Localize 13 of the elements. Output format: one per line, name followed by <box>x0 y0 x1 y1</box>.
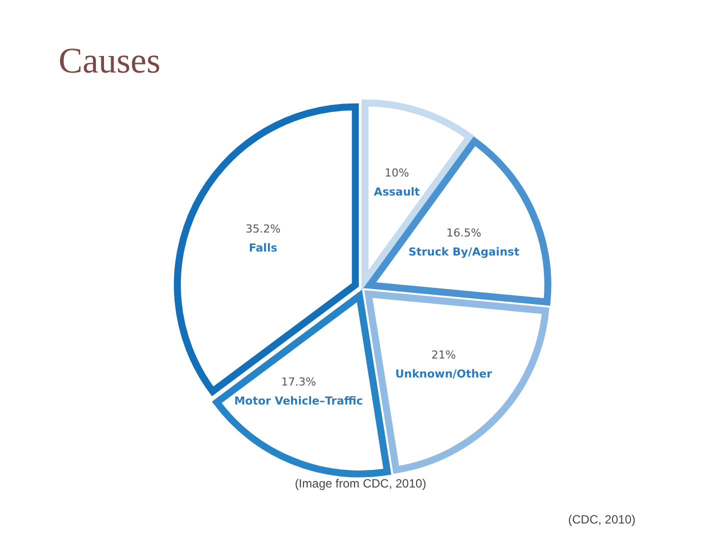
text: (CDC, 2010) <box>568 512 636 526</box>
text: (Image from CDC, 2010) <box>294 476 426 490</box>
data-label: 21% <box>431 348 456 362</box>
data-label: 10% <box>384 166 410 180</box>
data-label: 17.3% <box>281 376 316 389</box>
chart-title: Causes <box>58 40 160 80</box>
slice-label: Assault <box>374 186 420 199</box>
slice-label: Unknown/Other <box>395 368 493 381</box>
slice-label: Struck By/Against <box>408 246 520 259</box>
data-label: 35.2% <box>246 222 281 236</box>
slice-label: Motor Vehicle–Traffic <box>234 394 363 408</box>
data-label: 16.5% <box>446 226 482 240</box>
slice-label: Falls <box>248 242 278 255</box>
